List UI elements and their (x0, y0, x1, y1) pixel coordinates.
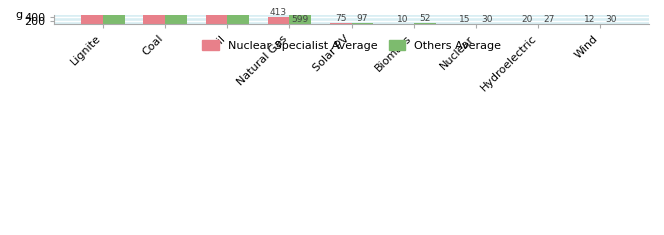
Text: 12: 12 (584, 15, 595, 24)
Bar (290, 14, 311, 24)
Text: 97: 97 (357, 14, 369, 23)
Bar (206, 7, 227, 24)
Bar (227, 7, 249, 24)
Bar (81, 7, 103, 24)
Text: 27: 27 (543, 15, 554, 24)
Text: 15: 15 (459, 15, 471, 24)
Text: 30: 30 (481, 15, 493, 24)
Text: 10: 10 (397, 15, 408, 24)
Text: 52: 52 (419, 14, 430, 24)
Legend: Nuclear Specialist Average, Others Average: Nuclear Specialist Average, Others Avera… (199, 37, 505, 54)
Text: 20: 20 (521, 15, 533, 24)
Text: 413: 413 (270, 8, 287, 17)
Bar (268, 17, 290, 24)
Text: 599: 599 (291, 15, 309, 24)
Bar (103, 7, 125, 24)
Y-axis label: g: g (15, 10, 22, 20)
Bar (143, 7, 165, 24)
Bar (352, 23, 373, 24)
Text: 30: 30 (606, 15, 617, 24)
Bar (330, 23, 352, 24)
Bar (165, 7, 187, 24)
Text: 75: 75 (335, 14, 347, 23)
